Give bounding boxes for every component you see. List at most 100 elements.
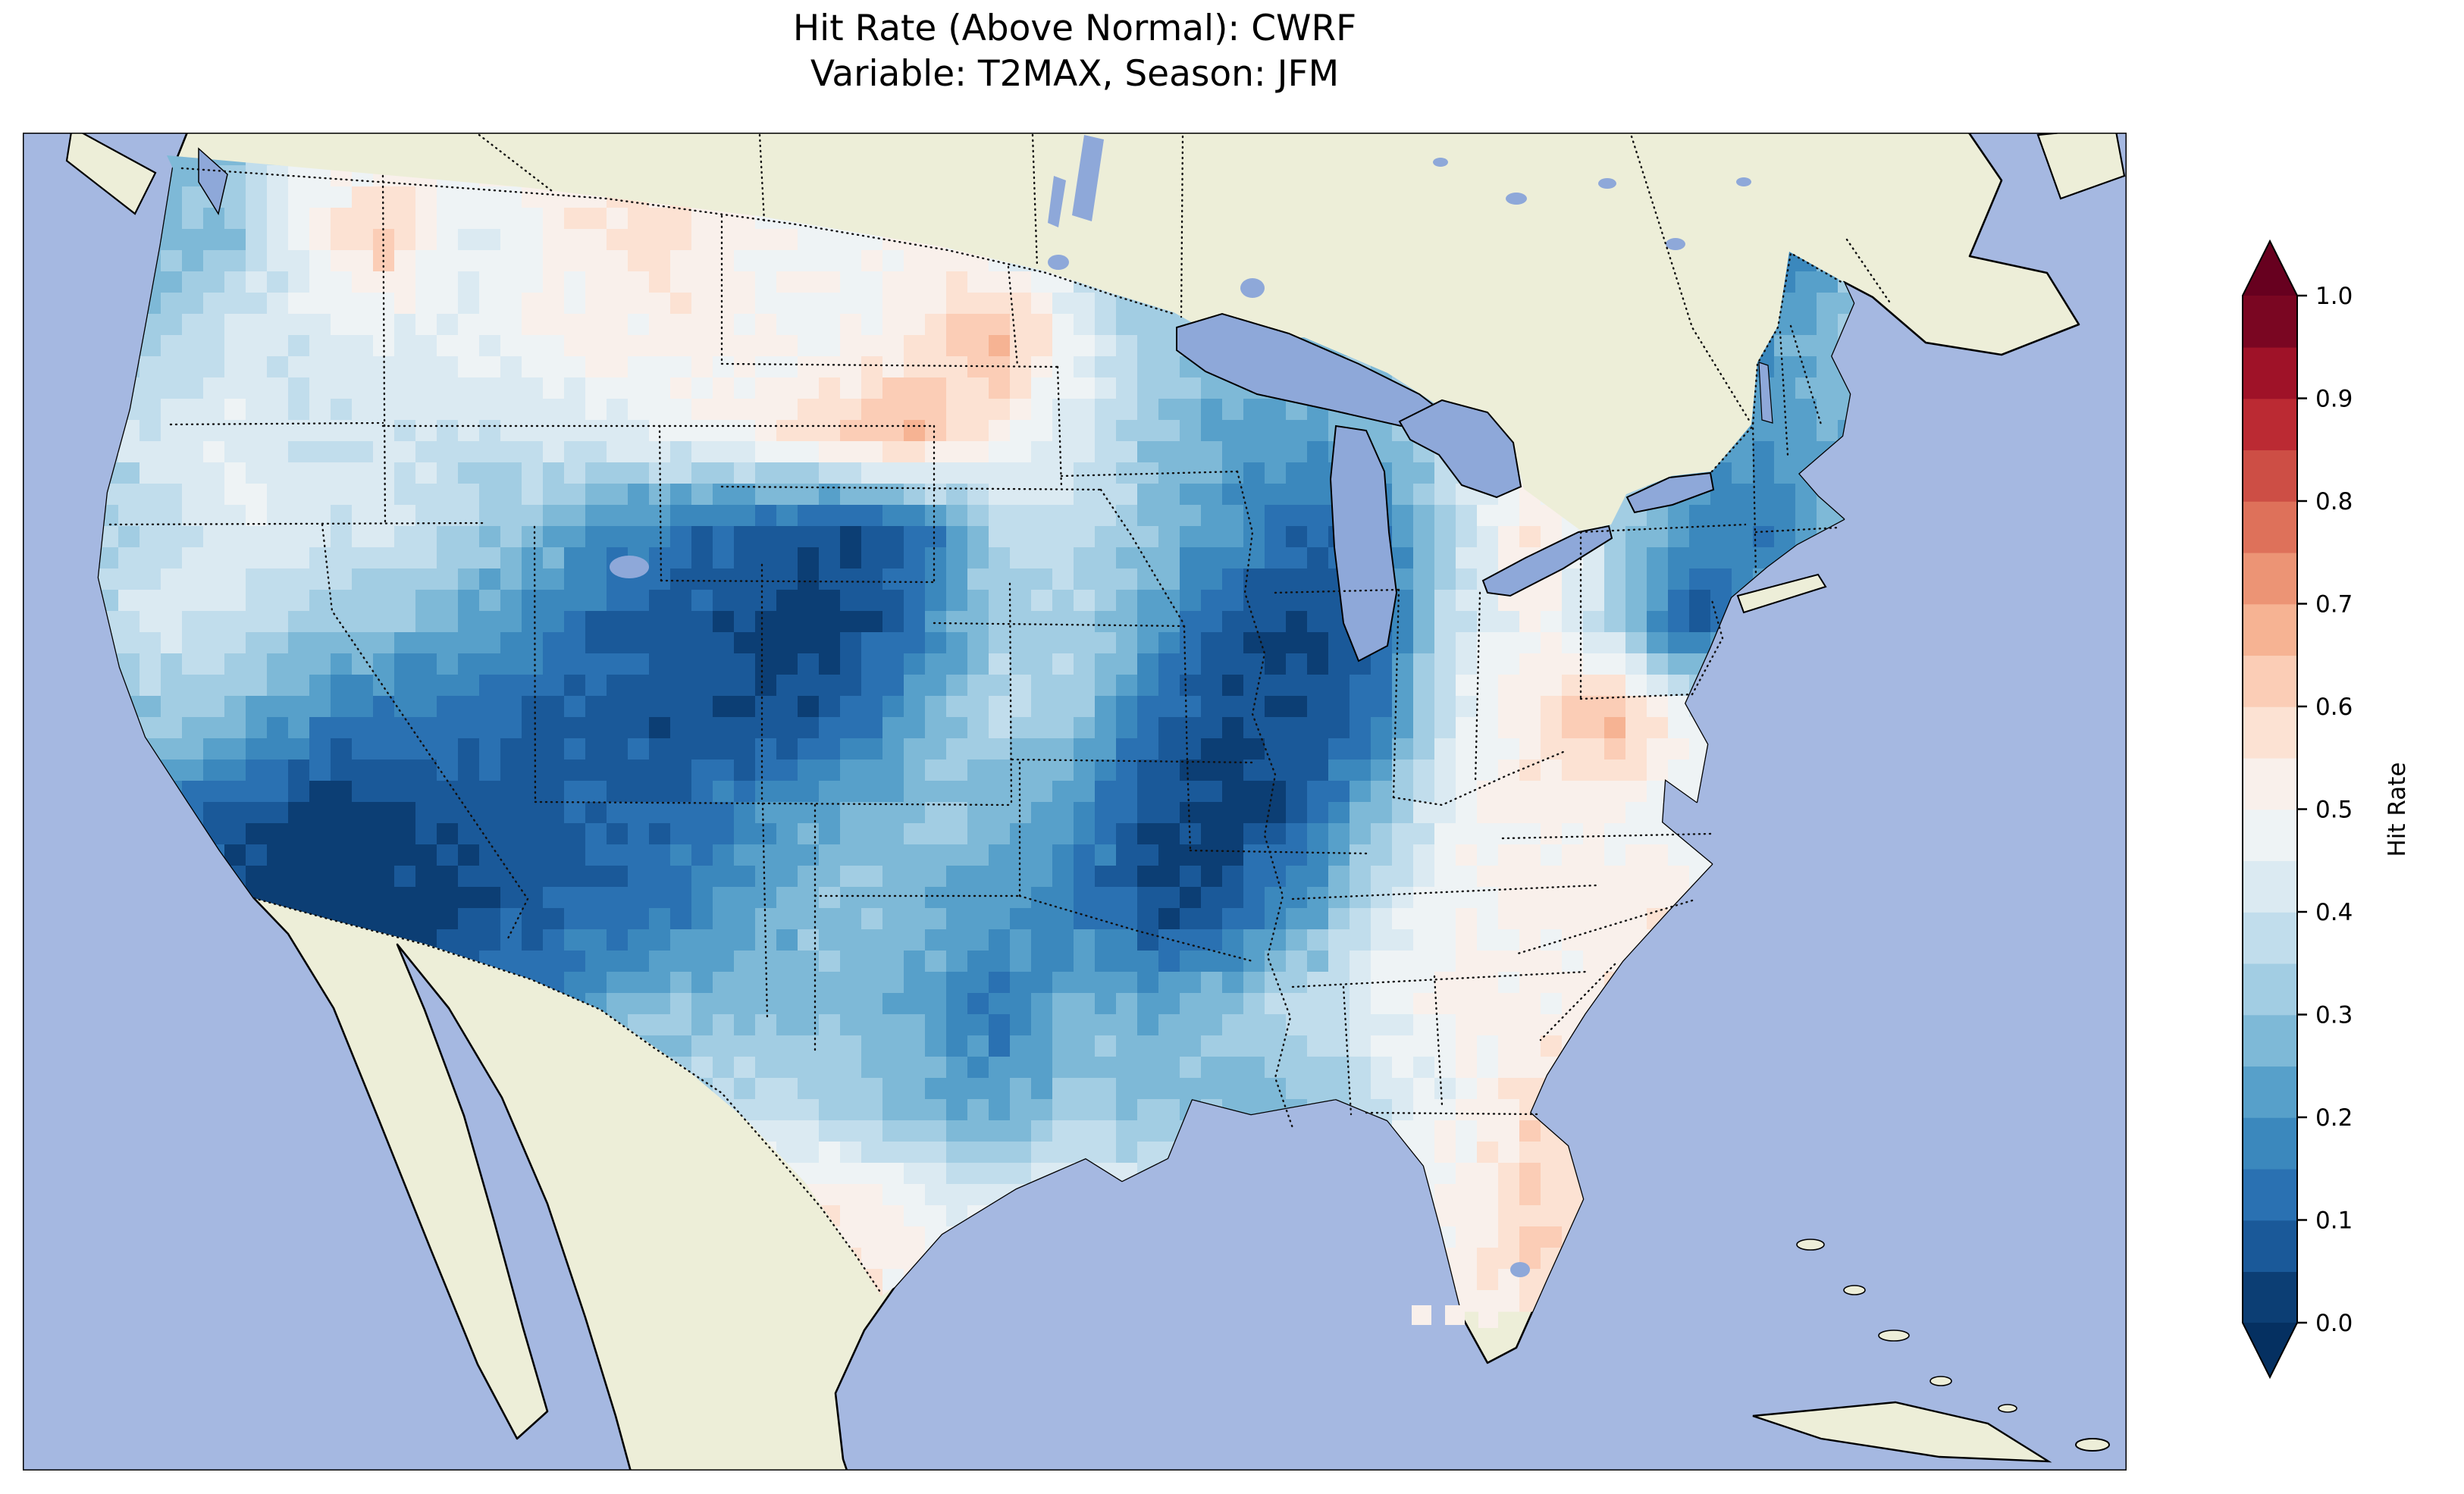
great-salt-lake [610,556,649,578]
colorbar-tick-label: 0.8 [2315,488,2353,515]
state-border [1789,324,1823,426]
state-border [761,802,769,1021]
colorbar-scale [2243,241,2297,1377]
colorbar-segment [2243,398,2297,451]
colorbar-tick-label: 0.9 [2315,386,2353,413]
bahamas-island [1998,1404,2017,1413]
state-border [933,622,1186,628]
state-border [1342,985,1353,1116]
lake-champlain [1758,362,1773,424]
colorbar-extend-max [2243,241,2297,296]
figure-title: Hit Rate (Above Normal): CWRF Variable: … [23,6,2127,97]
lake-winnipeg [1072,135,1104,221]
jamaica-island [2075,1438,2110,1452]
colorbar-segment [2243,552,2297,605]
offshore-cells [1412,1305,1498,1328]
colorbar-tick-label: 0.1 [2315,1207,2353,1235]
state-border [658,424,663,584]
province-borders [478,133,1891,423]
bahamas-island [1878,1330,1910,1342]
colorbar-tick-label: 0.7 [2315,591,2353,619]
lakes [198,135,1773,1277]
province-border [478,133,553,193]
canada-lake [1506,193,1527,205]
colorbar-extend-min [2243,1323,2297,1377]
state-border [1056,365,1063,490]
colorbar-segment [2243,860,2297,913]
us-mexico-border [252,897,882,1295]
lake-ontario [1625,471,1715,514]
state-border [1779,330,1789,456]
province-border [758,133,766,223]
state-border [1474,591,1481,784]
state-border [1433,975,1444,1107]
state-border [533,525,537,803]
lake-huron [1398,399,1522,499]
state-border [1579,523,1747,534]
state-border [1539,963,1616,1041]
colorbar-segment [2243,1220,2297,1273]
colorbar-segment [2243,1117,2297,1170]
bahamas-island [1930,1376,1952,1386]
state-border [1392,750,1565,807]
state-border [1008,582,1013,807]
state-border [1516,899,1694,955]
state-border [1754,526,1840,534]
state-border [381,174,387,526]
province-border [1845,238,1891,303]
state-border [1274,588,1400,594]
colorbar-tick-label: 0.2 [2315,1104,2353,1132]
colorbar-segment [2243,501,2297,553]
colorbar-segment [2243,1271,2297,1323]
newfoundland [2036,133,2126,200]
lake-okeechobee [1510,1262,1530,1277]
islands [65,133,2126,1463]
colorbar-segment [2243,449,2297,502]
colorbar-segment [2243,757,2297,810]
colorbar-segment [2243,963,2297,1016]
state-border [720,485,1102,491]
colorbar-segment [2243,655,2297,707]
country-borders [180,167,1845,1295]
colorbar-ticks: 0.0 0.1 0.2 0.3 0.4 0.5 0.6 0.7 0.8 0.9 1.0 [2297,283,2353,1337]
colorbar-tick-label: 0.6 [2315,694,2353,721]
canada-lake [1736,177,1751,186]
puget-sound [198,147,228,215]
colorbar-tick-label: 0.5 [2315,797,2353,824]
offshore-cell [1412,1305,1431,1325]
canada-lake [1666,238,1685,250]
cuba [1752,1401,2052,1463]
title-line-1: Hit Rate (Above Normal): CWRF [792,8,1357,49]
state-border [1186,761,1192,852]
state-border [1007,265,1019,367]
canada-lake [1433,158,1448,167]
colorbar-segment [2243,1066,2297,1118]
lake-nipigon [1240,278,1265,298]
colorbar-label: Hit Rate [2384,762,2411,857]
state-border [660,579,936,584]
state-border [108,521,487,526]
bahamas-island [1796,1239,1825,1251]
state-borders [108,174,1840,1129]
colorbar-segment [2243,1014,2297,1067]
state-border [1751,421,1757,578]
lake-manitoba [1048,176,1066,227]
state-border [1291,970,1588,988]
colorbar-segment [2243,603,2297,656]
state-border [1236,470,1294,1129]
province-border [1031,133,1039,268]
lake-of-the-woods [1048,255,1069,270]
offshore-cell [1445,1305,1465,1325]
state-border [1183,625,1189,764]
colorbar: 0.0 0.1 0.2 0.3 0.4 0.5 0.6 0.7 0.8 0.9 1.0 Hit Ra… [2242,239,2411,1380]
province-border [1180,135,1184,318]
state-border [1018,894,1254,963]
lake-erie [1481,525,1613,597]
long-island [1736,573,1827,614]
offshore-cell [1478,1308,1498,1328]
vancouver-island [65,133,157,215]
colorbar-tick-label: 0.0 [2315,1310,2353,1337]
colorbar-tick-label: 1.0 [2315,283,2353,310]
